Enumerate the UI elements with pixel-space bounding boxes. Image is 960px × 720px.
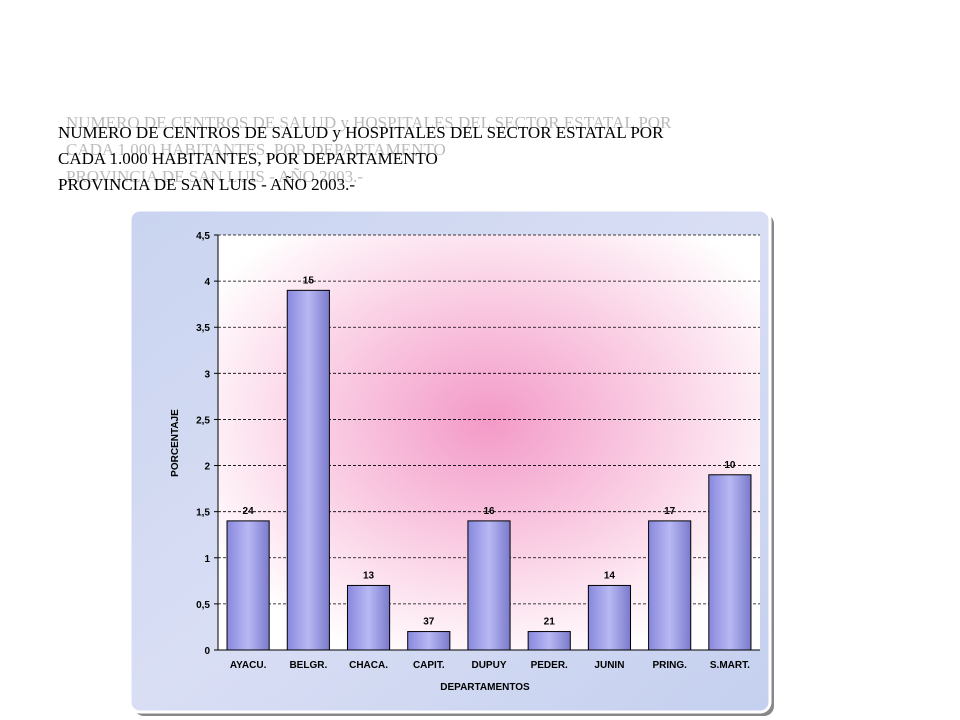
bar-annotation: 21	[544, 617, 556, 628]
x-tick-label: BELGR.	[289, 660, 327, 671]
y-tick-label: 2,5	[196, 415, 210, 426]
x-tick-label: S.MART.	[710, 660, 750, 671]
x-tick-label: AYACU.	[230, 660, 267, 671]
bar-annotation: 15	[303, 275, 315, 286]
y-tick-label: 3,5	[196, 323, 210, 334]
bar	[527, 631, 571, 651]
y-tick-label: 3	[204, 369, 210, 380]
bar	[407, 631, 451, 651]
bar	[346, 584, 391, 651]
bar-annotation: 17	[664, 506, 676, 517]
y-tick-label: 0,5	[196, 600, 210, 611]
x-tick-label: CHACA.	[349, 660, 388, 671]
y-tick-label: 2	[204, 462, 210, 473]
y-tick-label: 1	[204, 554, 210, 565]
bar-annotation: 16	[483, 506, 495, 517]
x-axis-label: DEPARTAMENTOS	[440, 682, 530, 693]
bar	[587, 584, 632, 651]
title-line: CADA 1.000 HABITANTES, POR DEPARTAMENTO	[58, 149, 438, 168]
title-line: PROVINCIA DE SAN LUIS - AÑO 2003.-	[58, 175, 355, 194]
title-shadow: PROVINCIA DE SAN LUIS - AÑO 2003.-	[66, 167, 363, 186]
y-tick-label: 4,5	[196, 231, 210, 242]
bar-annotation: 37	[423, 617, 435, 628]
x-tick-label: JUNIN	[594, 660, 624, 671]
y-tick-label: 0	[204, 646, 210, 657]
bar-annotation: 24	[243, 506, 255, 517]
bar-annotation: 10	[724, 460, 736, 471]
title-shadow: CADA 1.000 HABITANTES, POR DEPARTAMENTO	[66, 140, 446, 159]
bar-annotation: 14	[604, 570, 616, 581]
bar	[467, 520, 511, 651]
bar	[648, 520, 692, 651]
x-tick-label: PEDER.	[531, 660, 568, 671]
bar	[226, 520, 270, 651]
title-line: NUMERO DE CENTROS DE SALUD y HOSPITALES …	[58, 123, 664, 142]
title-shadow: NUMERO DE CENTROS DE SALUD y HOSPITALES …	[66, 113, 672, 132]
y-tick-label: 4	[204, 277, 210, 288]
x-tick-label: PRING.	[652, 660, 687, 671]
y-axis-label: PORCENTAJE	[170, 409, 181, 477]
x-tick-label: DUPUY	[471, 660, 506, 671]
bar	[708, 474, 752, 651]
bar	[286, 289, 330, 651]
y-tick-label: 1,5	[196, 508, 210, 519]
x-tick-label: CAPIT.	[413, 660, 445, 671]
bar-annotation: 13	[363, 570, 375, 581]
